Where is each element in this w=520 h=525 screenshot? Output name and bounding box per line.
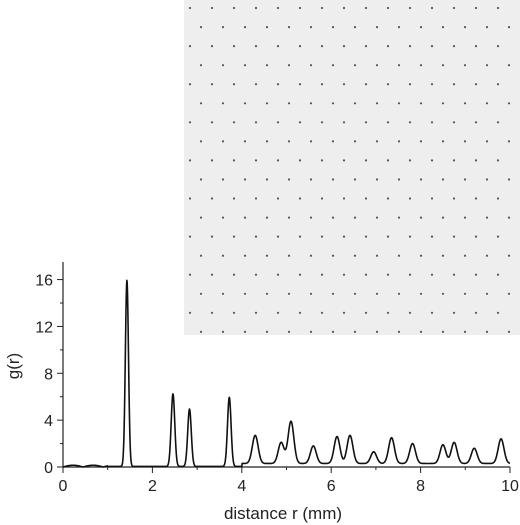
x-tick-label: 6 (327, 478, 336, 495)
y-axis-label: g(r) (4, 353, 23, 379)
y-tick-label: 12 (35, 319, 53, 336)
axis-ticks: 0 4 8 12 16 0 2 4 6 8 10 (35, 273, 519, 495)
series-group (62, 279, 511, 468)
gr-curve (62, 279, 511, 468)
lattice-inset-image (184, 0, 520, 335)
inset-background (184, 0, 520, 335)
y-tick-label: 16 (35, 273, 53, 290)
x-tick-label: 10 (501, 478, 519, 495)
x-tick-label: 0 (59, 478, 68, 495)
x-tick-label: 2 (148, 478, 157, 495)
y-tick-label: 4 (44, 413, 53, 430)
lattice-dots (188, 6, 511, 333)
x-tick-label: 4 (237, 478, 246, 495)
x-tick-label: 8 (416, 478, 425, 495)
x-axis-label: distance r (mm) (224, 504, 342, 523)
y-tick-label: 0 (44, 460, 53, 477)
y-tick-label: 8 (44, 366, 53, 383)
